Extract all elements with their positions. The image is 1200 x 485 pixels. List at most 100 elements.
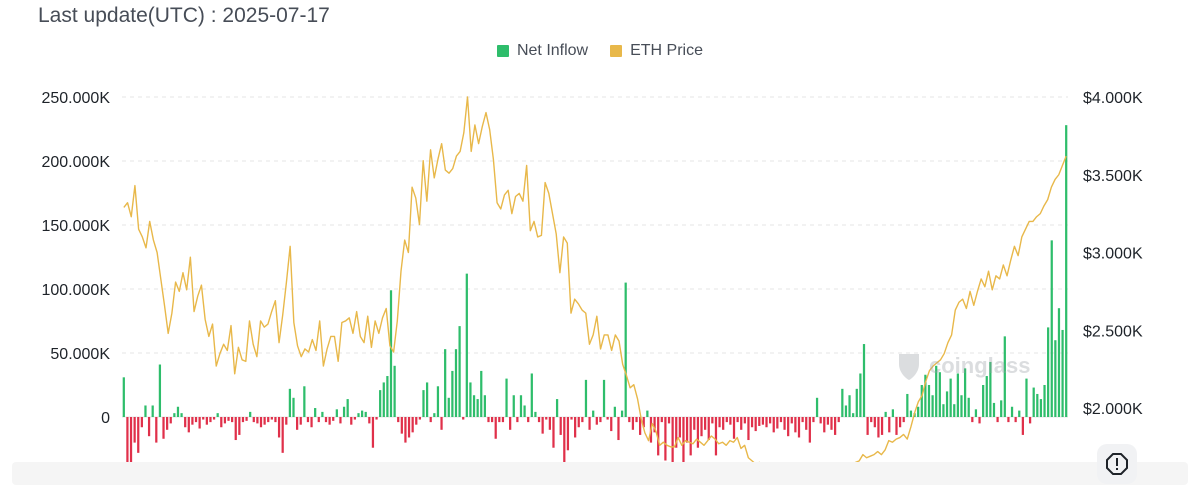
net-inflow-bar <box>819 417 822 424</box>
net-inflow-bar <box>155 417 158 443</box>
net-inflow-bar <box>967 397 970 417</box>
net-inflow-bar <box>729 417 732 425</box>
net-inflow-bar <box>205 417 208 425</box>
net-inflow-bar <box>750 417 754 428</box>
net-inflow-bar <box>169 417 172 424</box>
net-inflow-bar <box>898 417 902 428</box>
net-inflow-bar <box>765 417 768 428</box>
coinglass-logo-icon <box>899 354 919 380</box>
net-inflow-bar <box>758 417 761 426</box>
net-inflow-bar <box>194 417 198 423</box>
net-inflow-bar <box>299 417 302 425</box>
alert-octagon-icon <box>1106 453 1128 475</box>
net-inflow-bar <box>685 417 689 443</box>
net-inflow-bar <box>714 417 718 456</box>
net-inflow-bar <box>339 417 342 424</box>
net-inflow-bar <box>241 417 245 423</box>
net-inflow-bar <box>220 417 223 428</box>
net-inflow-bar <box>198 417 201 429</box>
net-inflow-bar <box>924 374 927 417</box>
legend-eth-price[interactable]: ETH Price <box>610 42 703 60</box>
net-inflow-bar <box>877 417 880 438</box>
net-inflow-bar <box>982 385 985 417</box>
net-inflow-bar <box>707 417 710 441</box>
net-inflow-bar <box>743 417 746 424</box>
net-inflow-bar <box>151 405 154 417</box>
net-inflow-bar <box>667 417 671 424</box>
legend-net-inflow[interactable]: Net Inflow <box>496 42 589 60</box>
eth-price-line <box>123 96 1067 481</box>
net-inflow-bar <box>545 417 548 420</box>
net-inflow-bar <box>613 406 616 417</box>
left-tick-label: 50.000K <box>50 346 110 363</box>
net-inflow-bar <box>433 413 436 417</box>
net-inflow-bar <box>978 417 981 424</box>
net-inflow-bar <box>646 410 649 417</box>
net-inflow-bar <box>516 417 519 423</box>
net-inflow-bar <box>527 417 530 423</box>
net-inflow-bar <box>671 417 674 466</box>
net-inflow-bar <box>776 417 779 429</box>
net-inflow-bar <box>635 417 638 423</box>
net-inflow-bar <box>1039 399 1043 417</box>
left-tick-label: 100.000K <box>41 282 110 299</box>
net-inflow-bar <box>769 417 772 424</box>
net-inflow-bar <box>296 417 299 430</box>
net-inflow-bar <box>1007 417 1010 423</box>
net-inflow-bar <box>350 417 353 425</box>
net-inflow-bar <box>1054 340 1057 417</box>
net-inflow-bar <box>422 390 425 417</box>
net-inflow-bar <box>306 417 310 423</box>
net-inflow-bar <box>231 417 234 423</box>
net-inflow-bar <box>480 370 483 417</box>
reset-zoom-button[interactable] <box>1097 444 1137 484</box>
legend-label-net-inflow: Net Inflow <box>516 42 589 59</box>
net-inflow-bar <box>602 379 606 417</box>
left-axis-ticks: 0 50.000K 100.000K 150.000K 200.000K 250.000K <box>41 90 110 427</box>
net-inflow-bar <box>1043 385 1046 417</box>
net-inflow-bar <box>501 417 505 423</box>
left-tick-label: 250.000K <box>41 90 110 107</box>
net-inflow-bar <box>906 393 909 417</box>
net-inflow-bar <box>342 406 346 417</box>
net-inflow-bar <box>628 417 631 423</box>
net-inflow-bar <box>335 409 338 417</box>
net-inflow-bar <box>606 417 609 420</box>
net-inflow-bar <box>736 417 739 423</box>
net-inflow-bar <box>581 417 584 423</box>
net-inflow-bar <box>1010 406 1014 417</box>
net-inflow-bar <box>389 290 393 417</box>
net-inflow-bar <box>425 382 429 417</box>
net-inflow-bar <box>285 417 288 425</box>
net-inflow-bar <box>314 408 317 417</box>
net-inflow-bar <box>494 417 497 439</box>
net-inflow-bar <box>917 406 920 417</box>
net-inflow-bar <box>512 395 515 417</box>
net-inflow-bar <box>458 326 461 417</box>
net-inflow-bar <box>223 417 227 424</box>
net-inflow-bar <box>523 405 526 417</box>
net-inflow-bar <box>1021 417 1024 435</box>
net-inflow-bar <box>660 417 663 423</box>
net-inflow-bar <box>563 417 566 471</box>
net-inflow-bar <box>588 417 591 430</box>
net-inflow-bar <box>592 410 595 417</box>
net-inflow-bar <box>274 417 277 423</box>
net-inflow-bar <box>288 388 292 417</box>
net-inflow-bar <box>985 376 988 417</box>
net-inflow-bar <box>599 417 602 423</box>
net-inflow-bar <box>281 417 284 453</box>
net-inflow-bar <box>880 417 884 435</box>
net-inflow-bar <box>664 417 667 461</box>
net-inflow-bar <box>490 417 494 423</box>
net-inflow-bar <box>393 365 396 417</box>
net-inflow-bar <box>357 413 360 417</box>
net-inflow-bar <box>862 344 866 417</box>
net-inflow-bar <box>270 417 273 420</box>
left-tick-label: 150.000K <box>41 218 110 235</box>
net-inflow-bar <box>617 417 620 441</box>
net-inflow-bar <box>805 417 808 430</box>
net-inflow-bar <box>797 417 801 438</box>
legend-swatch-net-inflow <box>496 45 509 57</box>
